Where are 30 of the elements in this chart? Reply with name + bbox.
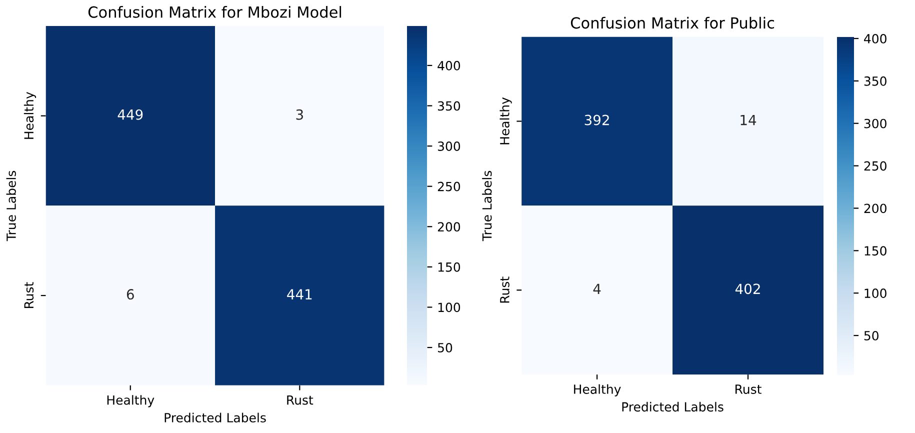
data-label: 4 (593, 284, 601, 294)
data-label: 402 (735, 284, 760, 294)
color-bar-label: 400 (864, 34, 886, 44)
color-bar-label: 50 (864, 330, 878, 340)
y-axis-title: True Labels (6, 170, 16, 242)
color-bar-label: 200 (864, 204, 886, 214)
chart-title: Confusion Matrix for Public (570, 16, 774, 29)
color-bar-label: 300 (438, 142, 460, 151)
x-axis-title: Predicted Labels (622, 402, 724, 412)
color-bar-label: 300 (864, 118, 886, 128)
x-axis-title: Predicted Labels (164, 412, 266, 422)
color-bar-label: 150 (864, 246, 886, 256)
color-bar-label: 50 (438, 342, 452, 352)
data-label: 441 (287, 289, 312, 300)
data-label: 449 (118, 109, 143, 120)
color-bar-label: 350 (438, 101, 460, 111)
color-bar-label: 250 (438, 182, 460, 192)
data-label: 6 (126, 289, 134, 300)
color-bar-label: 100 (438, 302, 460, 312)
color-bar-label: 200 (438, 222, 460, 232)
color-bar-label: 250 (864, 161, 886, 171)
color-bar-label: 150 (438, 262, 460, 272)
data-label: 14 (740, 114, 756, 126)
color-bar-label: 350 (864, 76, 886, 86)
chart-title: Confusion Matrix for Mbozi Model (88, 6, 342, 18)
color-bar-label: 100 (864, 288, 886, 298)
color-bar-label: 400 (438, 60, 460, 70)
y-axis-title: True Labels (482, 170, 492, 242)
data-label: 3 (296, 109, 303, 120)
data-label: 392 (584, 114, 609, 126)
